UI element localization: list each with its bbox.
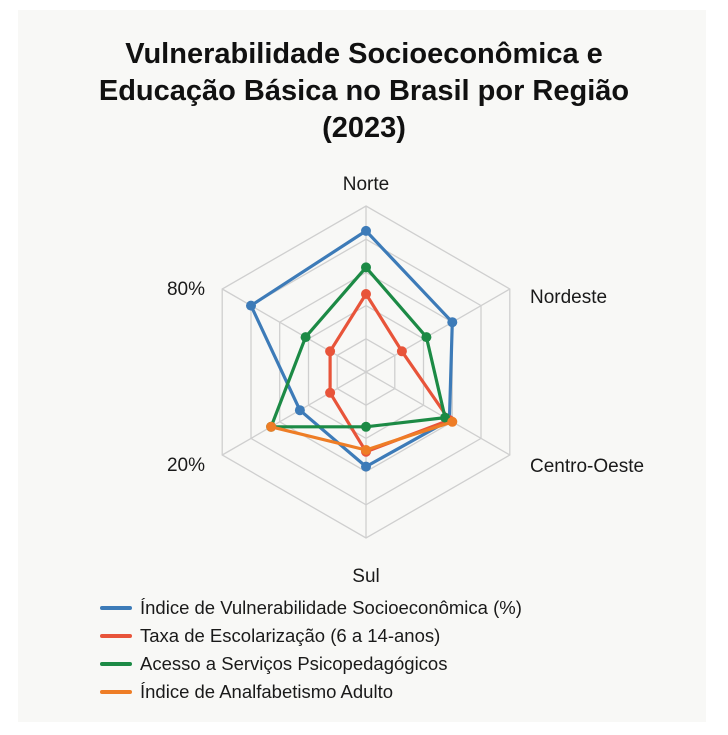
tick-label-20: 20% <box>167 455 205 476</box>
legend-label: Índice de Analfabetismo Adulto <box>140 681 394 702</box>
data-point <box>447 416 458 427</box>
data-point <box>266 421 277 432</box>
data-point <box>294 405 305 416</box>
data-point <box>361 445 371 455</box>
data-point <box>300 332 311 343</box>
data-point <box>325 387 336 398</box>
data-point <box>396 346 407 357</box>
grid-spoke <box>365 371 511 456</box>
grid-spoke <box>365 288 511 373</box>
category-label-sul: Sul <box>352 566 379 587</box>
data-point <box>325 346 336 357</box>
chart-background <box>18 10 706 722</box>
radar-labels: Norte Nordeste Centro-Oeste Sul 80% 20% <box>167 174 644 587</box>
category-label-centro-oeste: Centro-Oeste <box>530 456 644 477</box>
title-line-2: Educação Básica no Brasil por Região <box>98 75 630 107</box>
radar-grid <box>221 205 511 539</box>
legend-label: Acesso a Serviços Psicopedagógicos <box>140 653 448 674</box>
chart-title: Vulnerabilidade Socioeconômica e Educaçã… <box>0 36 728 147</box>
title-line-1: Vulnerabilidade Socioeconômica e <box>125 38 603 70</box>
series-3 <box>266 262 451 432</box>
legend: Índice de Vulnerabilidade Socioeconômica… <box>100 594 522 706</box>
legend-swatch <box>100 690 132 694</box>
grid-spoke <box>221 288 367 373</box>
series-4 <box>266 416 458 455</box>
data-point <box>361 225 371 236</box>
legend-item: Acesso a Serviços Psicopedagógicos <box>100 650 522 678</box>
data-point <box>361 461 371 472</box>
legend-label: Taxa de Escolarização (6 a 14-anos) <box>140 625 441 646</box>
grid-spoke <box>221 371 367 456</box>
legend-swatch <box>100 606 132 610</box>
category-label-norte: Norte <box>343 174 389 195</box>
legend-item: Índice de Vulnerabilidade Socioeconômica… <box>100 594 522 622</box>
data-point <box>447 317 458 328</box>
legend-item: Índice de Analfabetismo Adulto <box>100 678 522 706</box>
series-1 <box>246 225 458 472</box>
data-point <box>361 262 371 273</box>
tick-label-80: 80% <box>167 279 205 300</box>
data-point <box>246 300 256 311</box>
legend-item: Taxa de Escolarização (6 a 14-anos) <box>100 622 522 650</box>
legend-swatch <box>100 662 132 666</box>
category-label-nordeste: Nordeste <box>530 287 607 308</box>
title-line-3: (2023) <box>322 112 406 144</box>
data-point <box>421 332 432 343</box>
legend-swatch <box>100 634 132 638</box>
data-point <box>361 421 371 432</box>
legend-label: Índice de Vulnerabilidade Socioeconômica… <box>140 597 522 618</box>
data-point <box>361 289 371 299</box>
radar-series <box>246 225 458 472</box>
